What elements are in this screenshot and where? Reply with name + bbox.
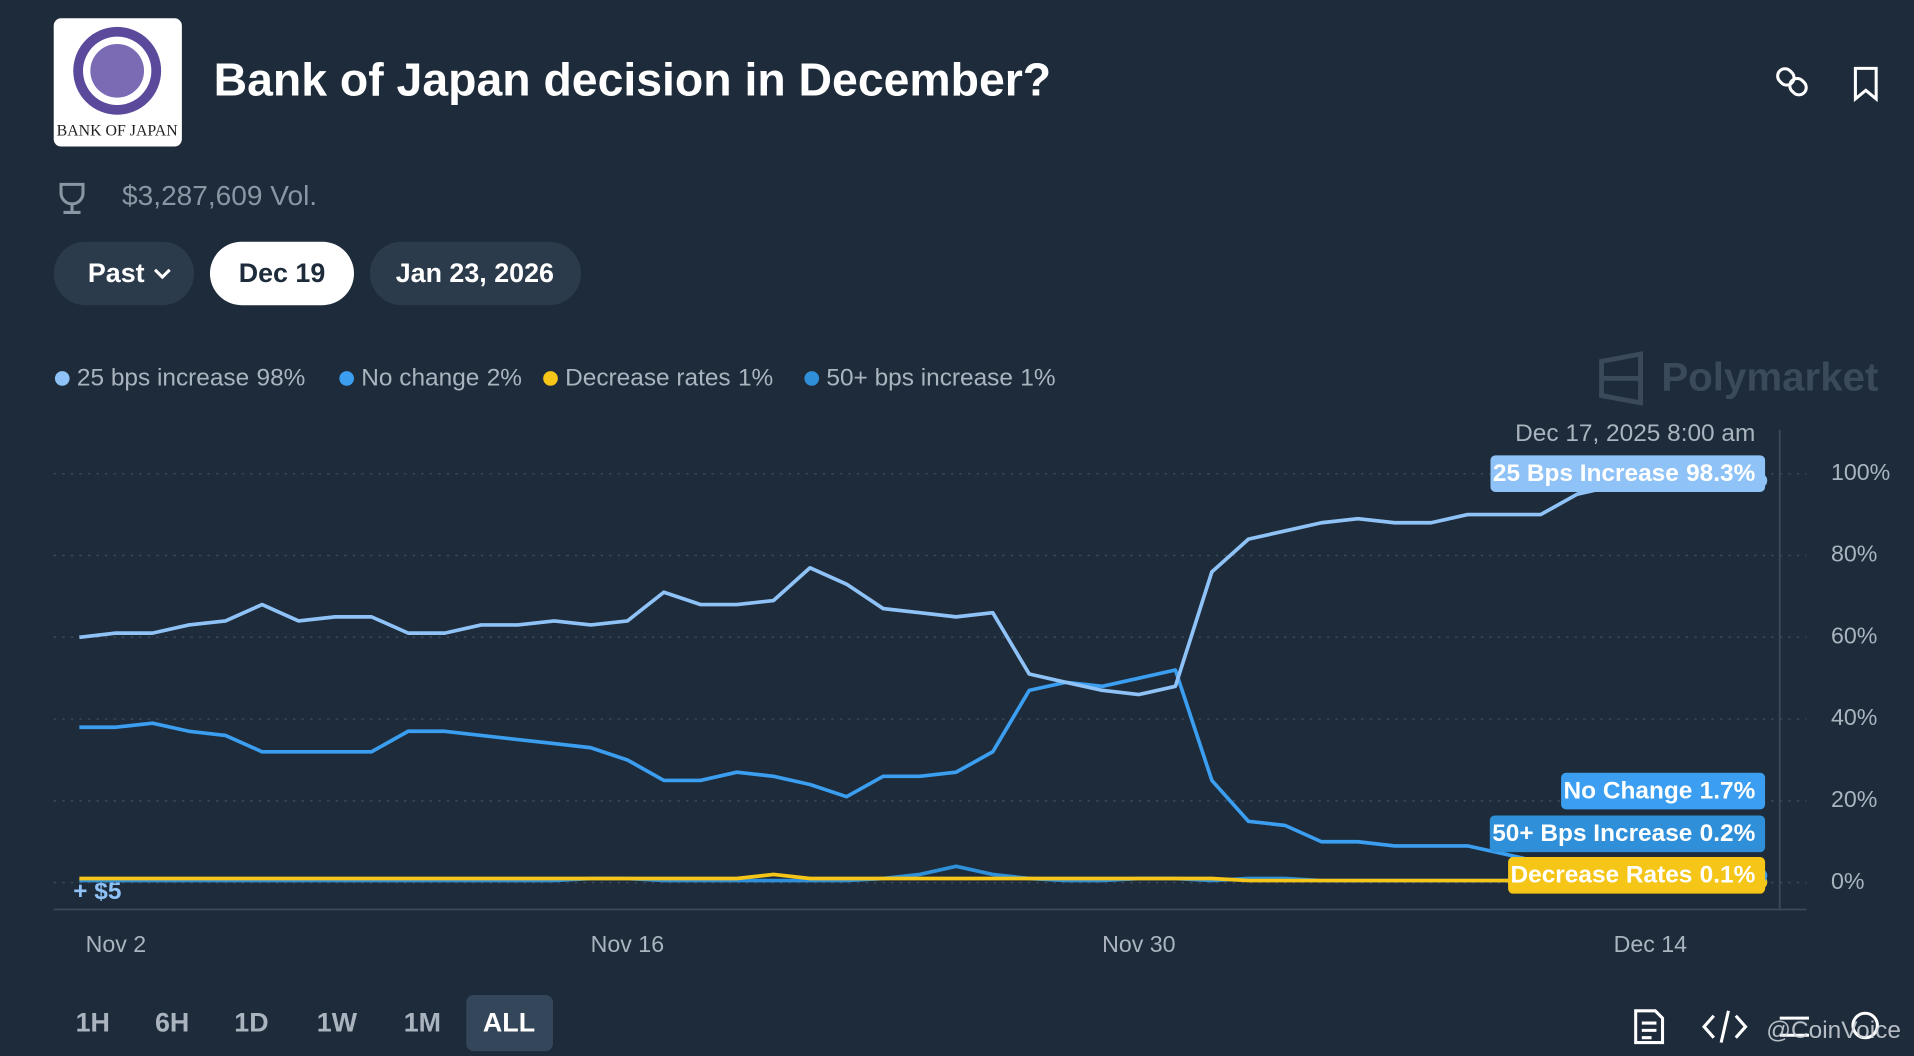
- end-label-text: No Change 1.7%: [1564, 778, 1756, 805]
- range-button[interactable]: 6H: [155, 1007, 189, 1037]
- y-tick-label: 80%: [1831, 541, 1877, 567]
- legend-dot: [543, 371, 558, 386]
- end-label-text: 25 Bps Increase 98.3%: [1493, 460, 1756, 487]
- logo-emblem-core: [90, 43, 145, 98]
- title: Bank of Japan decision in December?: [214, 53, 1052, 105]
- legend-dot: [54, 371, 70, 386]
- range-button[interactable]: 1M: [404, 1007, 441, 1037]
- series-line: [79, 668, 1761, 878]
- hover-date: Dec 17, 2025 8:00 am: [1515, 420, 1755, 447]
- series-line: [79, 478, 1761, 697]
- chevron: [153, 268, 171, 280]
- y-tick-label: 20%: [1831, 786, 1877, 812]
- legend-item[interactable]: 25 bps increase 98%: [54, 365, 305, 392]
- credit: @CoinVoice: [1766, 1017, 1901, 1044]
- bookmark-icon[interactable]: [1853, 66, 1878, 103]
- end-label-bg: [1490, 455, 1766, 492]
- legend-item[interactable]: No change 2%: [339, 365, 522, 392]
- logo: BANK OF JAPAN: [53, 18, 182, 147]
- y-tick-label: 40%: [1831, 704, 1877, 730]
- end-label-text: 50+ Bps Increase 0.2%: [1492, 820, 1755, 847]
- toolbar: [1634, 1009, 1879, 1045]
- range-active-bg: [466, 994, 553, 1052]
- tab[interactable]: Dec 19: [239, 258, 326, 288]
- end-label-text: Decrease Rates 0.1%: [1511, 862, 1756, 889]
- range-button[interactable]: 1D: [234, 1007, 268, 1037]
- range-button[interactable]: 1H: [76, 1007, 110, 1037]
- end-label-bg: [1508, 857, 1766, 894]
- legend-name: 50+ bps increase: [826, 365, 1013, 392]
- trophy-icon: [59, 182, 85, 214]
- filter-icon[interactable]: [1779, 1016, 1810, 1037]
- end-label-bg: [1561, 772, 1766, 810]
- legend-value: 1%: [1020, 365, 1055, 392]
- embed-icon[interactable]: [1702, 1010, 1748, 1043]
- legend-label: Decrease rates 1%: [565, 365, 773, 392]
- settings-icon[interactable]: [1851, 1011, 1879, 1040]
- legend-item[interactable]: 50+ bps increase 1%: [804, 365, 1056, 392]
- end-label-value: 0.1%: [1700, 862, 1756, 889]
- tab-bg[interactable]: [209, 241, 354, 306]
- tab-bg[interactable]: [369, 241, 582, 306]
- range-button[interactable]: ALL: [483, 1007, 535, 1037]
- x-tick-label: Nov 30: [1102, 931, 1175, 957]
- end-label: 25 Bps Increase 98.3%: [1490, 455, 1766, 492]
- legend-dot: [339, 371, 354, 386]
- end-label-value: 0.2%: [1700, 820, 1756, 847]
- legend-item[interactable]: Decrease rates 1%: [543, 365, 773, 392]
- y-tick-label: 100%: [1831, 459, 1890, 485]
- legend-label: 50+ bps increase 1%: [826, 365, 1055, 392]
- range-buttons: [466, 994, 553, 1052]
- series-line: [79, 872, 1760, 885]
- legend-value: 2%: [487, 365, 522, 392]
- date-tabs: Past Dec 19 Jan 23, 2026: [53, 241, 582, 306]
- end-label: No Change 1.7%: [1561, 772, 1766, 810]
- logo-text: BANK OF JAPAN: [57, 122, 179, 139]
- link-icon[interactable]: [1775, 66, 1810, 98]
- end-label: 50+ Bps Increase 0.2%: [1489, 815, 1766, 853]
- watermark: Polymarket: [1599, 351, 1878, 406]
- x-tick-label: Nov 16: [591, 931, 664, 957]
- end-label-name: 50+ Bps Increase: [1492, 820, 1692, 847]
- tab[interactable]: Past: [88, 258, 145, 288]
- legend-name: Decrease rates: [565, 365, 730, 392]
- end-label-name: No Change: [1564, 778, 1693, 805]
- end-label-name: Decrease Rates: [1511, 862, 1693, 889]
- doc-icon[interactable]: [1634, 1009, 1665, 1045]
- legend-name: No change: [361, 365, 479, 392]
- end-label-bg: [1489, 815, 1766, 853]
- tab[interactable]: Jan 23, 2026: [396, 258, 554, 288]
- volume: $3,287,609 Vol.: [122, 180, 317, 211]
- tab-bg[interactable]: [53, 241, 195, 306]
- watermark-text: Polymarket: [1661, 354, 1878, 399]
- legend-value: 98%: [257, 365, 306, 392]
- end-label: Decrease Rates 0.1%: [1508, 857, 1766, 894]
- legend-name: 25 bps increase: [77, 365, 249, 392]
- y-tick-label: 60%: [1831, 622, 1877, 648]
- end-label-value: 1.7%: [1700, 778, 1756, 805]
- legend-label: No change 2%: [361, 365, 522, 392]
- legend-label: 25 bps increase 98%: [77, 365, 305, 392]
- end-label-name: 25 Bps Increase: [1493, 460, 1679, 487]
- range-button[interactable]: 1W: [317, 1007, 358, 1037]
- end-label-value: 98.3%: [1686, 460, 1755, 487]
- x-tick-label: Dec 14: [1614, 931, 1688, 957]
- x-tick-label: Nov 2: [86, 931, 147, 957]
- legend-dot: [804, 371, 820, 386]
- y-tick-label: 0%: [1831, 868, 1865, 894]
- legend-value: 1%: [738, 365, 773, 392]
